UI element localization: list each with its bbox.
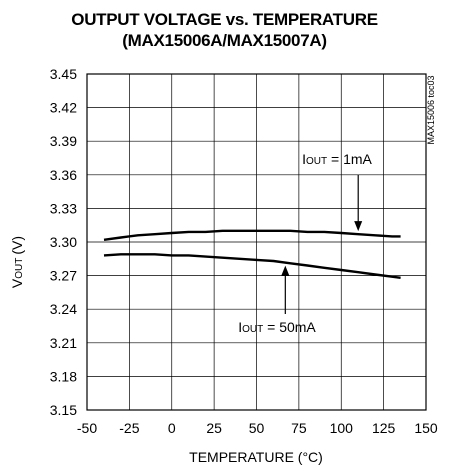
x-tick-label: 100 — [330, 420, 354, 436]
x-tick-label: 75 — [291, 420, 307, 436]
series-lines — [103, 229, 401, 279]
annotation-sub: OUT — [306, 156, 327, 167]
y-tick-label: 3.21 — [50, 335, 77, 351]
annotation-main: I — [302, 151, 306, 167]
y-tick-label: 3.15 — [50, 402, 77, 418]
y-axis-label: VOUT (V) — [9, 236, 25, 288]
x-tick-label: -50 — [77, 420, 97, 436]
chart-title: OUTPUT VOLTAGE vs. TEMPERATURE — [71, 10, 378, 29]
x-tick-label: 0 — [168, 420, 176, 436]
annotation-arrowhead-2 — [281, 265, 290, 276]
series-line-1 — [103, 229, 401, 241]
x-tick-labels: -50 -25 0 25 50 75 100 125 150 — [77, 420, 438, 436]
y-tick-label: 3.36 — [50, 167, 77, 183]
y-tick-labels: 3.15 3.18 3.21 3.24 3.27 3.30 3.33 3.36 3.39 3.42… — [50, 66, 77, 418]
annotation-main: I — [238, 319, 242, 335]
y-axis-label-main: V — [9, 278, 25, 288]
annotation-sub: OUT — [242, 324, 263, 335]
y-tick-label: 3.30 — [50, 234, 77, 250]
annotation-label-2: IOUT = 50mA — [238, 319, 316, 335]
y-tick-label: 3.27 — [50, 268, 77, 284]
x-tick-label: -25 — [119, 420, 139, 436]
y-tick-label: 3.33 — [50, 200, 77, 216]
annotation-arrowhead-1 — [354, 221, 363, 232]
x-tick-label: 150 — [414, 420, 438, 436]
chart-watermark: MAX15006 toc03 — [426, 75, 436, 144]
x-tick-label: 25 — [206, 420, 222, 436]
annotation-rest: = 50mA — [263, 319, 316, 335]
plot-frame — [86, 73, 427, 411]
y-tick-label: 3.24 — [50, 301, 77, 317]
x-tick-label: 125 — [372, 420, 396, 436]
y-tick-label: 3.39 — [50, 133, 77, 149]
chart-subtitle: (MAX15006A/MAX15007A) — [122, 31, 327, 50]
annotation-rest: = 1mA — [327, 151, 372, 167]
series-line-2 — [103, 253, 401, 279]
y-tick-label: 3.45 — [50, 66, 77, 82]
y-tick-label: 3.18 — [50, 368, 77, 384]
x-tick-label: 50 — [249, 420, 265, 436]
grid-lines — [87, 74, 426, 410]
annotation-label-1: IOUT = 1mA — [302, 151, 372, 167]
y-axis-label-sub: OUT — [14, 258, 25, 279]
y-axis-label-unit: (V) — [9, 236, 25, 255]
x-axis-label: TEMPERATURE (°C) — [189, 449, 323, 465]
y-tick-label: 3.42 — [50, 100, 77, 116]
